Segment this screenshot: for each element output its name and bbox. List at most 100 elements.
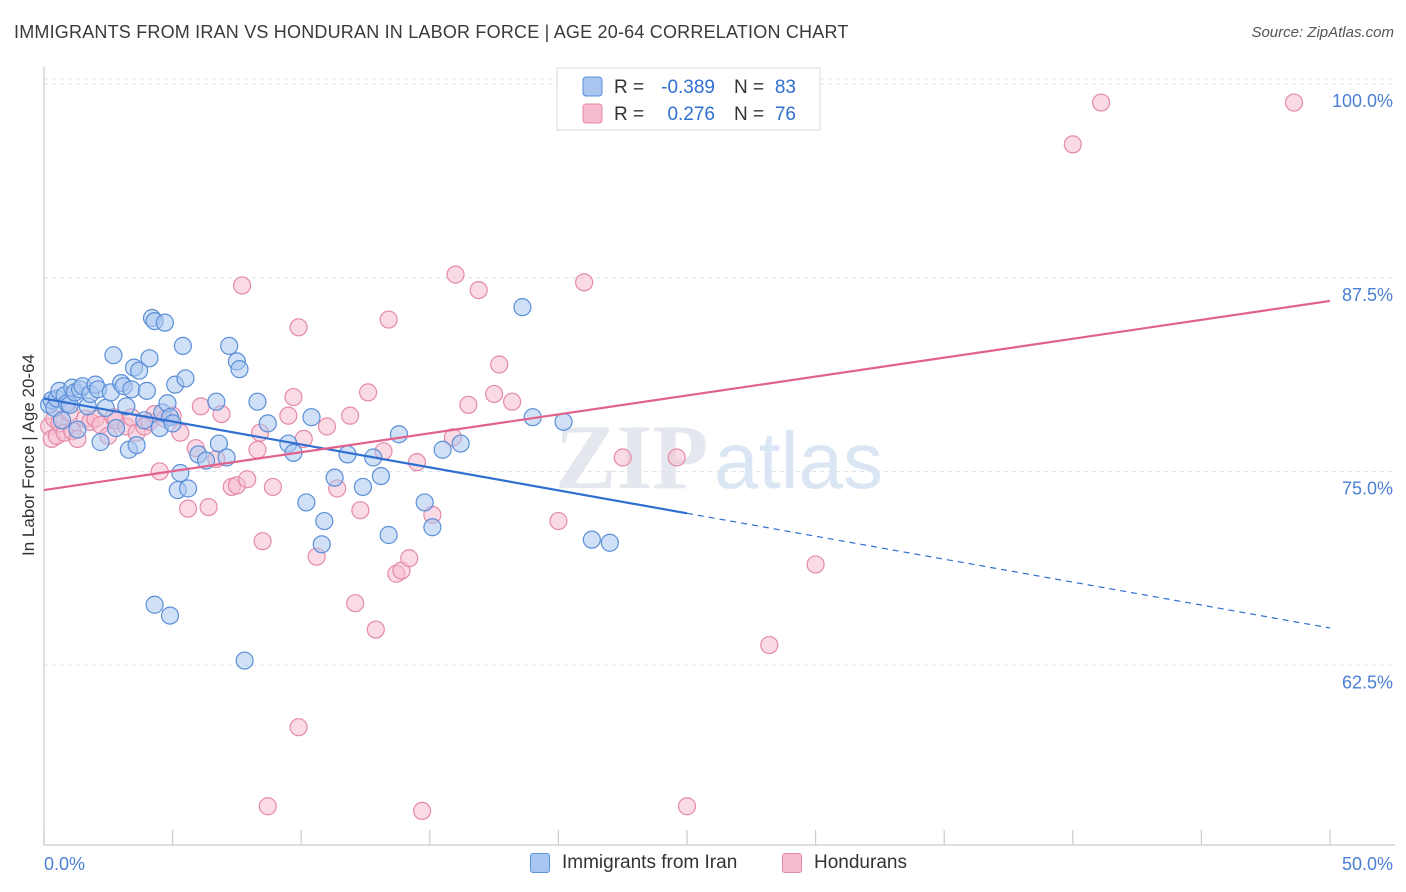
iran-point xyxy=(52,411,72,430)
hondurans-point xyxy=(289,718,308,737)
iran-point xyxy=(582,530,601,549)
hondurans-point xyxy=(351,501,370,520)
series-legend: Immigrants from Iran Hondurans xyxy=(0,850,1406,880)
iran-point xyxy=(325,468,344,487)
iran-point xyxy=(415,493,434,512)
hondurans-point xyxy=(459,395,478,414)
iran-point xyxy=(137,381,156,400)
iran-point xyxy=(248,392,267,411)
legend-r-value-1: -0.389 xyxy=(661,77,715,98)
legend-n-label-1: N = xyxy=(734,77,764,98)
legend-n-label-2: N = xyxy=(734,104,764,125)
legend-item-iran: Immigrants from Iran xyxy=(530,852,737,874)
legend-item-hondurans: Hondurans xyxy=(782,852,907,874)
stats-legend: R = -0.389 N = 83 R = 0.276 N = 76 xyxy=(556,67,821,131)
hondurans-point xyxy=(191,397,210,416)
x-tick-label: 50.0% xyxy=(1342,854,1393,874)
iran-point xyxy=(173,336,192,355)
hondurans-point xyxy=(253,532,272,551)
iran-point xyxy=(117,397,136,416)
legend-swatch-iran xyxy=(582,76,603,97)
hondurans-point xyxy=(366,620,385,639)
x-tick-labels: 0.0% 50.0% xyxy=(44,854,1393,874)
iran-point xyxy=(68,420,87,439)
hondurans-point xyxy=(446,265,465,284)
iran-point xyxy=(297,493,316,512)
hondurans-point xyxy=(407,453,427,472)
iran-point xyxy=(312,535,331,554)
legend-swatch-hondurans xyxy=(582,103,603,124)
iran-point xyxy=(302,408,321,427)
iran-point xyxy=(258,414,277,433)
iran-point xyxy=(451,434,470,453)
iran-point xyxy=(554,412,573,431)
series-iran xyxy=(40,298,619,670)
iran-point xyxy=(130,361,149,380)
iran-point xyxy=(145,595,164,614)
trend-lines xyxy=(43,299,1331,629)
iran-point xyxy=(230,360,249,379)
iran-point xyxy=(315,511,334,531)
legend-label-hondurans: Hondurans xyxy=(814,852,907,873)
legend-label-iran: Immigrants from Iran xyxy=(562,852,738,873)
axes xyxy=(43,67,1395,846)
legend-r-label-2: R = xyxy=(614,104,644,125)
iran-point xyxy=(104,346,123,365)
iran-point xyxy=(379,525,398,545)
iran-point xyxy=(160,606,180,625)
hondurans-point xyxy=(549,511,568,531)
hondurans-point xyxy=(238,470,257,489)
iran-point xyxy=(600,533,619,552)
iran-point xyxy=(433,440,452,459)
hondurans-point xyxy=(358,383,378,402)
hondurans-point xyxy=(400,549,419,568)
iran-point xyxy=(371,467,391,486)
legend-swatch-iran-bottom xyxy=(530,853,550,873)
iran-point xyxy=(178,479,198,498)
hondurans-point xyxy=(317,417,337,436)
iran-trend-solid xyxy=(43,397,688,515)
hondurans-point xyxy=(232,276,252,295)
hondurans-point xyxy=(575,273,594,292)
iran-point xyxy=(209,434,228,453)
hondurans-point xyxy=(1063,135,1082,154)
iran-point xyxy=(127,436,146,455)
hondurans-point xyxy=(178,499,198,518)
iran-point xyxy=(389,425,409,444)
hondurans-point xyxy=(760,635,779,655)
chart-title: IMMIGRANTS FROM IRAN VS HONDURAN IN LABO… xyxy=(14,22,849,42)
y-tick-label: 87.5% xyxy=(1342,285,1393,305)
hondurans-point xyxy=(485,384,504,404)
iran-point xyxy=(513,298,532,317)
y-tick-label: 75.0% xyxy=(1342,479,1393,499)
watermark-atlas: atlas xyxy=(714,416,883,505)
iran-point xyxy=(140,349,159,368)
hondurans-point xyxy=(503,392,522,411)
x-ticks xyxy=(43,830,1331,845)
iran-point xyxy=(155,313,174,332)
iran-point xyxy=(91,432,110,452)
x-tick-label: 0.0% xyxy=(44,854,85,874)
hondurans-point xyxy=(248,440,267,459)
legend-n-value-2: 76 xyxy=(775,104,796,125)
hondurans-point xyxy=(263,477,283,497)
iran-point xyxy=(122,380,141,399)
legend-r-value-2: 0.276 xyxy=(667,104,715,125)
y-tick-label: 62.5% xyxy=(1342,672,1393,692)
iran-trend-dashed xyxy=(686,512,1331,629)
hondurans-point xyxy=(258,797,277,816)
hondurans-point xyxy=(279,406,298,425)
hondurans-point xyxy=(1091,93,1111,112)
iran-point xyxy=(220,336,239,355)
hondurans-point xyxy=(469,281,488,300)
iran-point xyxy=(423,518,442,537)
hondurans-point xyxy=(667,448,686,467)
hondurans-point xyxy=(490,355,509,374)
hondurans-point xyxy=(346,594,365,613)
iran-point xyxy=(353,477,373,497)
legend-r-label-1: R = xyxy=(614,77,644,98)
hondurans-point xyxy=(1284,93,1304,112)
hondurans-point xyxy=(340,406,360,425)
y-axis-label: In Labor Force | Age 20-64 xyxy=(19,354,38,556)
